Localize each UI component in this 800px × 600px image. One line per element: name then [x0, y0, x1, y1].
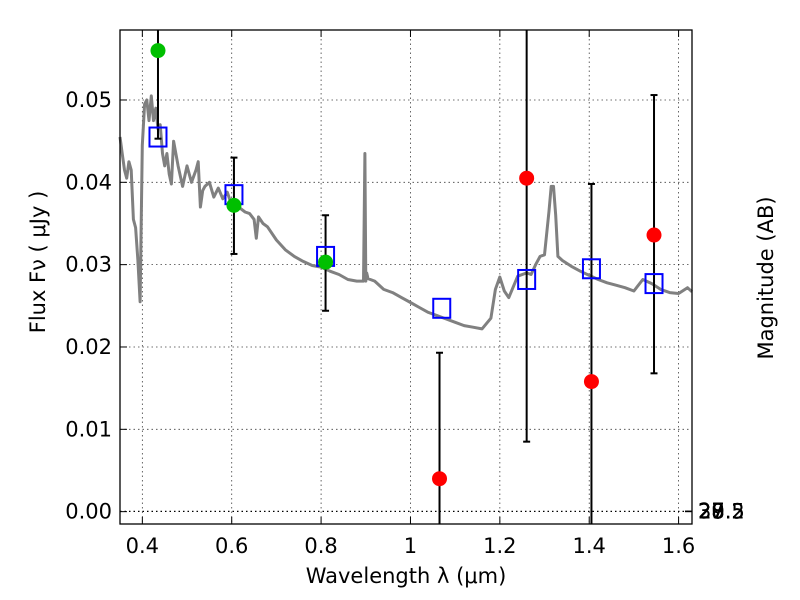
- low-sn-point: [583, 374, 599, 390]
- y-axis-label: Flux Fν ( μJy ): [26, 191, 50, 334]
- model-photometry-square: [432, 297, 452, 319]
- y-tick-label: 0.01: [65, 417, 112, 441]
- plot-frame: [119, 29, 693, 525]
- model-photometry-square: [148, 126, 168, 148]
- low-sn-point: [646, 227, 662, 243]
- model-photometry-square: [644, 273, 664, 295]
- y2-axis-label: Magnitude (AB): [754, 196, 778, 359]
- observed-points: [150, 43, 662, 487]
- model-photometry-square: [517, 268, 537, 290]
- magnitude-tick-label: 29: [698, 500, 725, 524]
- x-tick-label: 1.2: [483, 534, 516, 558]
- magnitude-tick-label: 27.2: [698, 499, 745, 523]
- y-tick-label: 0.03: [65, 253, 112, 277]
- magnitude-tick-label: 27.5: [698, 499, 745, 523]
- y-tick-labels: 0.00 0.01 0.02 0.03 0.04 0.05: [65, 88, 112, 524]
- x-tick-label: 0.6: [215, 534, 248, 558]
- x-tick-label: 1.4: [573, 534, 606, 558]
- error-bars: [154, 30, 658, 524]
- grid-lines: [120, 30, 692, 524]
- detected-point: [318, 254, 334, 270]
- y-tick-label: 0.05: [65, 88, 112, 112]
- magnitude-tick-label: 28.5: [698, 500, 745, 524]
- magnitude-tick-label: 28: [698, 499, 725, 523]
- x-tick-labels: 0.4 0.6 0.8 1 1.2 1.4 1.6: [126, 534, 696, 558]
- magnitude-tick-label: 30: [698, 500, 725, 524]
- detected-point: [150, 43, 166, 59]
- axes: [119, 29, 693, 525]
- y-tick-label: 0.02: [65, 335, 112, 359]
- x-tick-label: 0.4: [126, 534, 159, 558]
- detected-point: [226, 197, 242, 213]
- x-axis-label: Wavelength λ (μm): [306, 564, 507, 588]
- low-sn-point: [519, 170, 535, 186]
- magnitude-tick-label: 27: [698, 499, 725, 523]
- model-photometry-square: [581, 258, 601, 280]
- x-tick-label: 1.6: [662, 534, 695, 558]
- x-tick-label: 1: [404, 534, 417, 558]
- low-sn-point: [432, 471, 448, 487]
- y-tick-label: 0.00: [65, 500, 112, 524]
- x-tick-label: 0.8: [304, 534, 337, 558]
- y-tick-label: 0.04: [65, 170, 112, 194]
